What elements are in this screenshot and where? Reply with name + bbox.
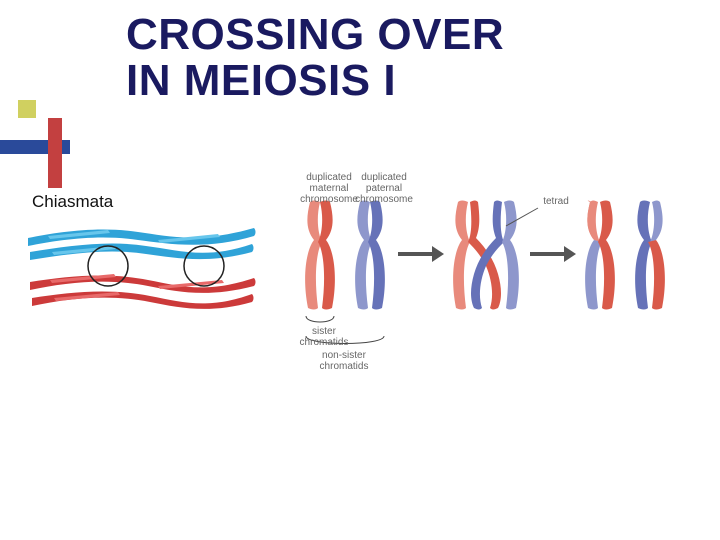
label-dup-paternal: duplicated paternal chromosome (354, 172, 414, 205)
label-sister-chromatids: sister chromatids (296, 326, 352, 348)
arrow-2 (530, 246, 576, 262)
stage3-paternal-recombinant (635, 201, 665, 310)
slide-deco-vertical-bar (48, 118, 62, 188)
stage1-maternal-chromosome (305, 201, 335, 310)
label-dup-maternal: duplicated maternal chromosome (299, 172, 359, 205)
label-tetrad: tetrad (536, 196, 576, 207)
slide-bullet-icon (18, 100, 36, 118)
slide-title-line2: IN MEIOSIS I (126, 58, 396, 104)
label-nonsister-chromatids: non-sister chromatids (316, 350, 372, 372)
stage2-tetrad (453, 201, 519, 310)
stage3-maternal-recombinant (585, 201, 615, 310)
arrow-1 (398, 246, 444, 262)
chiasmata-label: Chiasmata (32, 192, 113, 212)
slide-title-line1: CROSSING OVER (126, 12, 504, 58)
chiasmata-diagram (18, 210, 266, 350)
stage1-paternal-chromosome (355, 201, 385, 310)
